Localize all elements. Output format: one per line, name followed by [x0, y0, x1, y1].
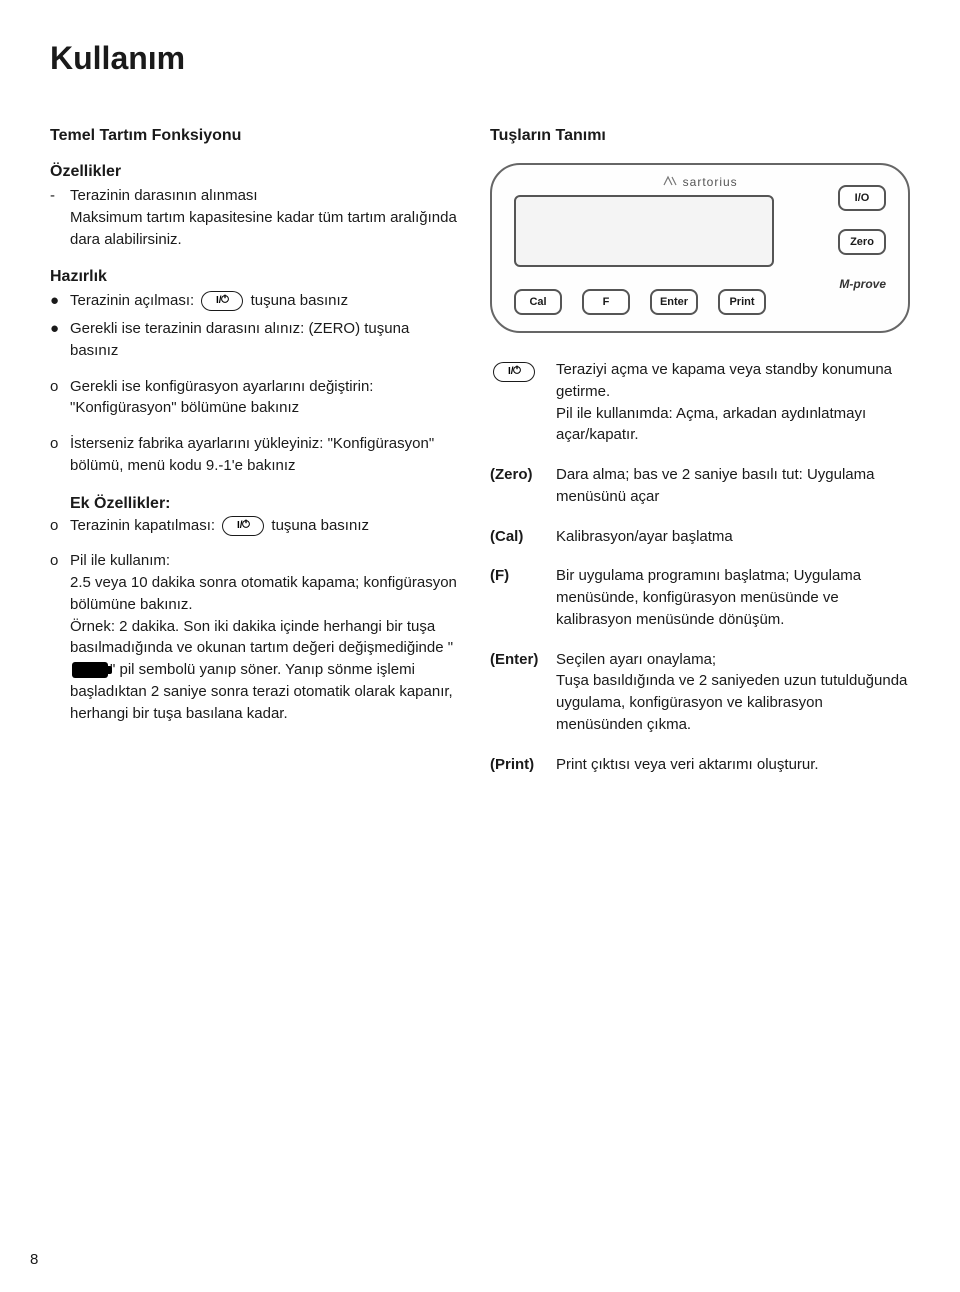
panel-mprove-label: M-prove — [839, 277, 886, 291]
prep1-after: tuşuna basınız — [251, 292, 349, 309]
list-marker-dot: ● — [50, 318, 70, 362]
prep-item-2: ● Gerekli ise terazinin darasını alınız:… — [50, 318, 460, 362]
list-marker-o: o — [50, 376, 70, 420]
svg-text:I/: I/ — [237, 520, 243, 531]
extra1-before: Terazinin kapatılması: — [70, 517, 215, 534]
key-print-desc: Print çıktısı veya veri aktarımı oluştur… — [556, 754, 910, 776]
panel-enter-button: Enter — [650, 289, 698, 315]
svg-text:I/: I/ — [508, 366, 514, 377]
extra2-body2b: " pil sembolü yanıp söner. Yanıp sönme i… — [70, 661, 453, 722]
prep-heading: Hazırlık — [50, 268, 460, 286]
key-enter-label: (Enter) — [490, 649, 556, 736]
power-icon: I/ — [493, 362, 535, 382]
panel-print-button: Print — [718, 289, 766, 315]
panel-display — [514, 195, 774, 267]
key-row-print: (Print) Print çıktısı veya veri aktarımı… — [490, 754, 910, 776]
extra2-body1: 2.5 veya 10 dakika sonra otomatik kapama… — [70, 572, 460, 616]
key-enter-desc: Seçilen ayarı onaylama; Tuşa basıldığınd… — [556, 649, 910, 736]
key-power-label: I/ — [490, 359, 556, 446]
device-panel: sartorius I/O Zero M-prove Cal F Enter P… — [490, 163, 910, 333]
key-zero-desc: Dara alma; bas ve 2 saniye basılı tut: U… — [556, 464, 910, 508]
key-f-label: (F) — [490, 565, 556, 630]
panel-brand: sartorius — [508, 175, 892, 189]
battery-icon — [72, 662, 108, 678]
features-heading: Özellikler — [50, 163, 460, 181]
key-print-label: (Print) — [490, 754, 556, 776]
key-definitions: I/ Teraziyi açma ve kapama veya standby … — [490, 359, 910, 775]
panel-brand-text: sartorius — [683, 175, 738, 189]
extra1-after: tuşuna basınız — [271, 517, 369, 534]
extra-heading: Ek Özellikler: — [70, 495, 460, 513]
key-cal-desc: Kalibrasyon/ayar başlatma — [556, 526, 910, 548]
extra2-head: Pil ile kullanım: — [70, 550, 460, 572]
key-row-enter: (Enter) Seçilen ayarı onaylama; Tuşa bas… — [490, 649, 910, 736]
list-marker-dash: - — [50, 185, 70, 250]
extra2-body2a: Örnek: 2 dakika. Son iki dakika içinde h… — [70, 618, 453, 657]
page-title: Kullanım — [50, 40, 910, 77]
section-heading-right: Tuşların Tanımı — [490, 127, 910, 145]
panel-f-button: F — [582, 289, 630, 315]
feature-line1: Terazinin darasının alınması — [70, 187, 258, 204]
key-cal-label: (Cal) — [490, 526, 556, 548]
svg-text:I/: I/ — [216, 295, 222, 306]
prep-item-4: o İsterseniz fabrika ayarlarını yükleyin… — [50, 433, 460, 477]
key-zero-label: (Zero) — [490, 464, 556, 508]
list-marker-o: o — [50, 515, 70, 537]
prep2-text: Gerekli ise terazinin darasını alınız: (… — [70, 318, 460, 362]
extra-item-1: o Terazinin kapatılması: I/ tuşuna basın… — [50, 515, 460, 537]
key-row-power: I/ Teraziyi açma ve kapama veya standby … — [490, 359, 910, 446]
list-marker-o: o — [50, 433, 70, 477]
panel-io-button: I/O — [838, 185, 886, 211]
power-icon: I/ — [201, 291, 243, 311]
section-heading-left: Temel Tartım Fonksiyonu — [50, 127, 460, 145]
left-column: Temel Tartım Fonksiyonu Özellikler - Ter… — [50, 127, 460, 1262]
page-number: 8 — [30, 1251, 38, 1268]
content-columns: Temel Tartım Fonksiyonu Özellikler - Ter… — [50, 127, 910, 1262]
list-marker-o: o — [50, 550, 70, 724]
prep-item-1: ● Terazinin açılması: I/ tuşuna basınız — [50, 290, 460, 312]
list-marker-dot: ● — [50, 290, 70, 312]
prep-item-3: o Gerekli ise konfigürasyon ayarlarını d… — [50, 376, 460, 420]
prep4-text: İsterseniz fabrika ayarlarını yükleyiniz… — [70, 433, 460, 477]
key-row-zero: (Zero) Dara alma; bas ve 2 saniye basılı… — [490, 464, 910, 508]
key-f-desc: Bir uygulama programını başlatma; Uygula… — [556, 565, 910, 630]
key-row-f: (F) Bir uygulama programını başlatma; Uy… — [490, 565, 910, 630]
panel-zero-button: Zero — [838, 229, 886, 255]
power-icon: I/ — [222, 516, 264, 536]
right-column: Tuşların Tanımı sartorius I/O Zero M-pro… — [490, 127, 910, 1262]
feature-item: - Terazinin darasının alınması Maksimum … — [50, 185, 460, 250]
prep1-before: Terazinin açılması: — [70, 292, 194, 309]
feature-rest: Maksimum tartım kapasitesine kadar tüm t… — [70, 209, 457, 248]
extra-item-2: o Pil ile kullanım: 2.5 veya 10 dakika s… — [50, 550, 460, 724]
key-power-desc: Teraziyi açma ve kapama veya standby kon… — [556, 359, 910, 446]
prep3-text: Gerekli ise konfigürasyon ayarlarını değ… — [70, 376, 460, 420]
key-row-cal: (Cal) Kalibrasyon/ayar başlatma — [490, 526, 910, 548]
panel-cal-button: Cal — [514, 289, 562, 315]
